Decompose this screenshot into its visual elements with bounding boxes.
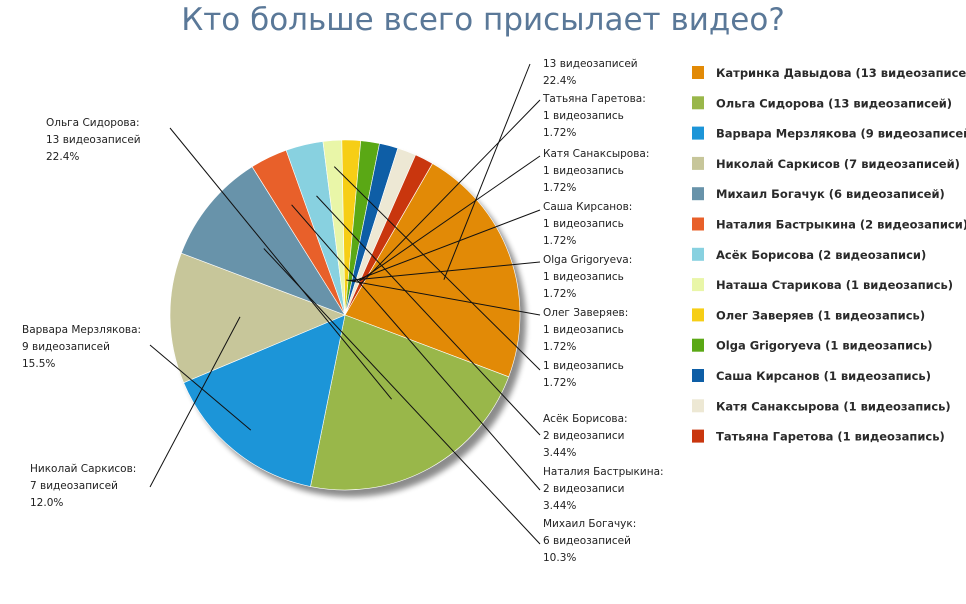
callout-12-line-1: Катя Санаксырова: (543, 148, 649, 160)
callout-5: Михаил Богачук: 6 видеозаписей 10.3% (543, 518, 636, 564)
legend-item-7[interactable]: Асёк Борисова (2 видеозаписи) (716, 248, 926, 262)
callout-8-line-2: 1.72% (543, 377, 576, 389)
callout-3: Варвара Мерзлякова: 9 видеозаписей 15.5% (22, 324, 141, 370)
legend-item-13[interactable]: Татьяна Гаретова (1 видеозапись) (716, 430, 945, 444)
callout-11-line-1: Саша Кирсанов: (543, 201, 632, 213)
legend-swatch-3 (692, 126, 704, 140)
legend-item-9[interactable]: Олег Заверяев (1 видеозапись) (716, 308, 925, 322)
callout-11: Саша Кирсанов: 1 видеозапись 1.72% (543, 201, 632, 247)
callout-12-line-2: 1 видеозапись (543, 165, 624, 177)
callout-4-line-2: 7 видеозаписей (30, 480, 118, 492)
callout-9-line-1: Олег Заверяев: (543, 307, 628, 319)
slice-13[interactable] (344, 154, 433, 316)
callout-7-line-1: Асёк Борисова: (543, 413, 628, 425)
leader-line-9 (346, 279, 541, 316)
slice-3[interactable] (183, 314, 346, 487)
callout-6: Наталия Бастрыкина: 2 видеозаписи 3.44% (543, 466, 664, 512)
legend-swatch-5 (692, 187, 704, 201)
legend-swatch-12 (692, 399, 704, 413)
leader-line-5 (263, 248, 541, 545)
leader-line-1 (443, 63, 531, 280)
legend-item-10[interactable]: Olga Grigoryeva (1 видеозапись) (716, 339, 933, 353)
callout-5-line-2: 6 видеозаписей (543, 535, 631, 547)
callout-2-line-2: 13 видеозаписей (46, 134, 141, 146)
callout-9-line-3: 1.72% (543, 341, 576, 353)
callout-13-line-1: Татьяна Гаретова: (542, 93, 646, 105)
legend-swatch-7 (692, 247, 704, 261)
callout-5-line-3: 10.3% (543, 552, 576, 564)
legend-item-12[interactable]: Катя Санаксырова (1 видеозапись) (716, 399, 951, 413)
legend-item-11[interactable]: Саша Кирсанов (1 видеозапись) (716, 369, 931, 383)
leader-line-11 (353, 209, 541, 282)
callout-8: 1 видеозапись 1.72% (543, 360, 624, 389)
callout-4-line-1: Николай Саркисов: (30, 463, 136, 475)
slice-4[interactable] (169, 252, 346, 384)
callout-5-line-1: Михаил Богачук: (543, 518, 636, 530)
legend-swatch-1 (692, 66, 704, 79)
leader-line-12 (357, 155, 541, 283)
legend-item-4[interactable]: Николай Саркисов (7 видеозаписей) (716, 157, 960, 171)
leader-line-4 (149, 316, 241, 488)
callout-13-line-2: 1 видеозапись (543, 110, 624, 122)
leader-line-10 (349, 261, 541, 281)
legend-item-5[interactable]: Михаил Богачук (6 видеозаписей) (716, 187, 945, 201)
leader-line-8 (333, 166, 541, 371)
callout-8-line-1: 1 видеозапись (543, 360, 624, 372)
leader-line-6 (291, 204, 541, 491)
callout-10-line-1: Olga Grigoryeva: (543, 254, 632, 266)
callout-13-line-3: 1.72% (543, 127, 576, 139)
callout-3-line-1: Варвара Мерзлякова: (22, 324, 141, 336)
callout-12-line-3: 1.72% (543, 182, 576, 194)
callout-7-line-2: 2 видеозаписи (543, 430, 624, 442)
callout-4: Николай Саркисов: 7 видеозаписей 12.0% (30, 463, 136, 509)
callout-10: Olga Grigoryeva: 1 видеозапись 1.72% (543, 254, 632, 300)
legend-swatch-10 (692, 338, 704, 352)
legend-swatch-13 (692, 429, 704, 443)
callout-1-line-2: 22.4% (543, 75, 576, 87)
slice-2[interactable] (310, 314, 510, 491)
legend-item-1[interactable]: Катринка Давыдова (13 видеозаписей (716, 66, 966, 80)
callout-1: 13 видеозаписей 22.4% (543, 58, 638, 87)
callout-6-line-2: 2 видеозаписи (543, 483, 624, 495)
leader-line-2 (169, 127, 392, 400)
callout-6-line-3: 3.44% (543, 500, 576, 512)
callout-9-line-2: 1 видеозапись (543, 324, 624, 336)
legend-swatch-2 (692, 96, 704, 110)
callout-9: Олег Заверяев: 1 видеозапись 1.72% (543, 307, 628, 353)
legend-item-3[interactable]: Варвара Мерзлякова (9 видеозаписей (716, 127, 966, 141)
legend-swatch-8 (692, 278, 704, 292)
callout-10-line-2: 1 видеозапись (543, 271, 624, 283)
callout-6-line-1: Наталия Бастрыкина: (543, 466, 664, 478)
callout-10-line-3: 1.72% (543, 288, 576, 300)
callout-13: Татьяна Гаретова: 1 видеозапись 1.72% (542, 93, 646, 139)
callout-11-line-3: 1.72% (543, 235, 576, 247)
legend-item-6[interactable]: Наталия Бастрыкина (2 видеозаписи) (716, 218, 966, 232)
legend-swatch-6 (692, 217, 704, 231)
legend-swatch-4 (692, 156, 704, 170)
callout-2-line-3: 22.4% (46, 151, 79, 163)
slice-1[interactable] (344, 163, 521, 378)
callout-2: Ольга Сидорова: 13 видеозаписей 22.4% (46, 117, 141, 163)
callout-3-line-3: 15.5% (22, 358, 55, 370)
legend-item-2[interactable]: Ольга Сидорова (13 видеозаписей) (716, 96, 952, 110)
leader-line-13 (360, 99, 541, 285)
leader-line-7 (316, 195, 541, 436)
legend-item-8[interactable]: Наташа Старикова (1 видеозапись) (716, 278, 953, 292)
chart-title: Кто больше всего присылает видео? (181, 2, 785, 38)
slice-5[interactable] (180, 166, 346, 316)
callout-1-line-1: 13 видеозаписей (543, 58, 638, 70)
callout-11-line-2: 1 видеозапись (543, 218, 624, 230)
legend-swatch-9 (692, 308, 704, 322)
leader-line-3 (149, 344, 252, 431)
legend-swatch-11 (692, 369, 704, 382)
callout-12: Катя Санаксырова: 1 видеозапись 1.72% (543, 148, 649, 194)
callout-3-line-2: 9 видеозаписей (22, 341, 110, 353)
callout-7-line-3: 3.44% (543, 447, 576, 459)
callout-7: Асёк Борисова: 2 видеозаписи 3.44% (543, 413, 628, 459)
callout-4-line-3: 12.0% (30, 497, 63, 509)
callout-2-line-1: Ольга Сидорова: (46, 117, 140, 129)
